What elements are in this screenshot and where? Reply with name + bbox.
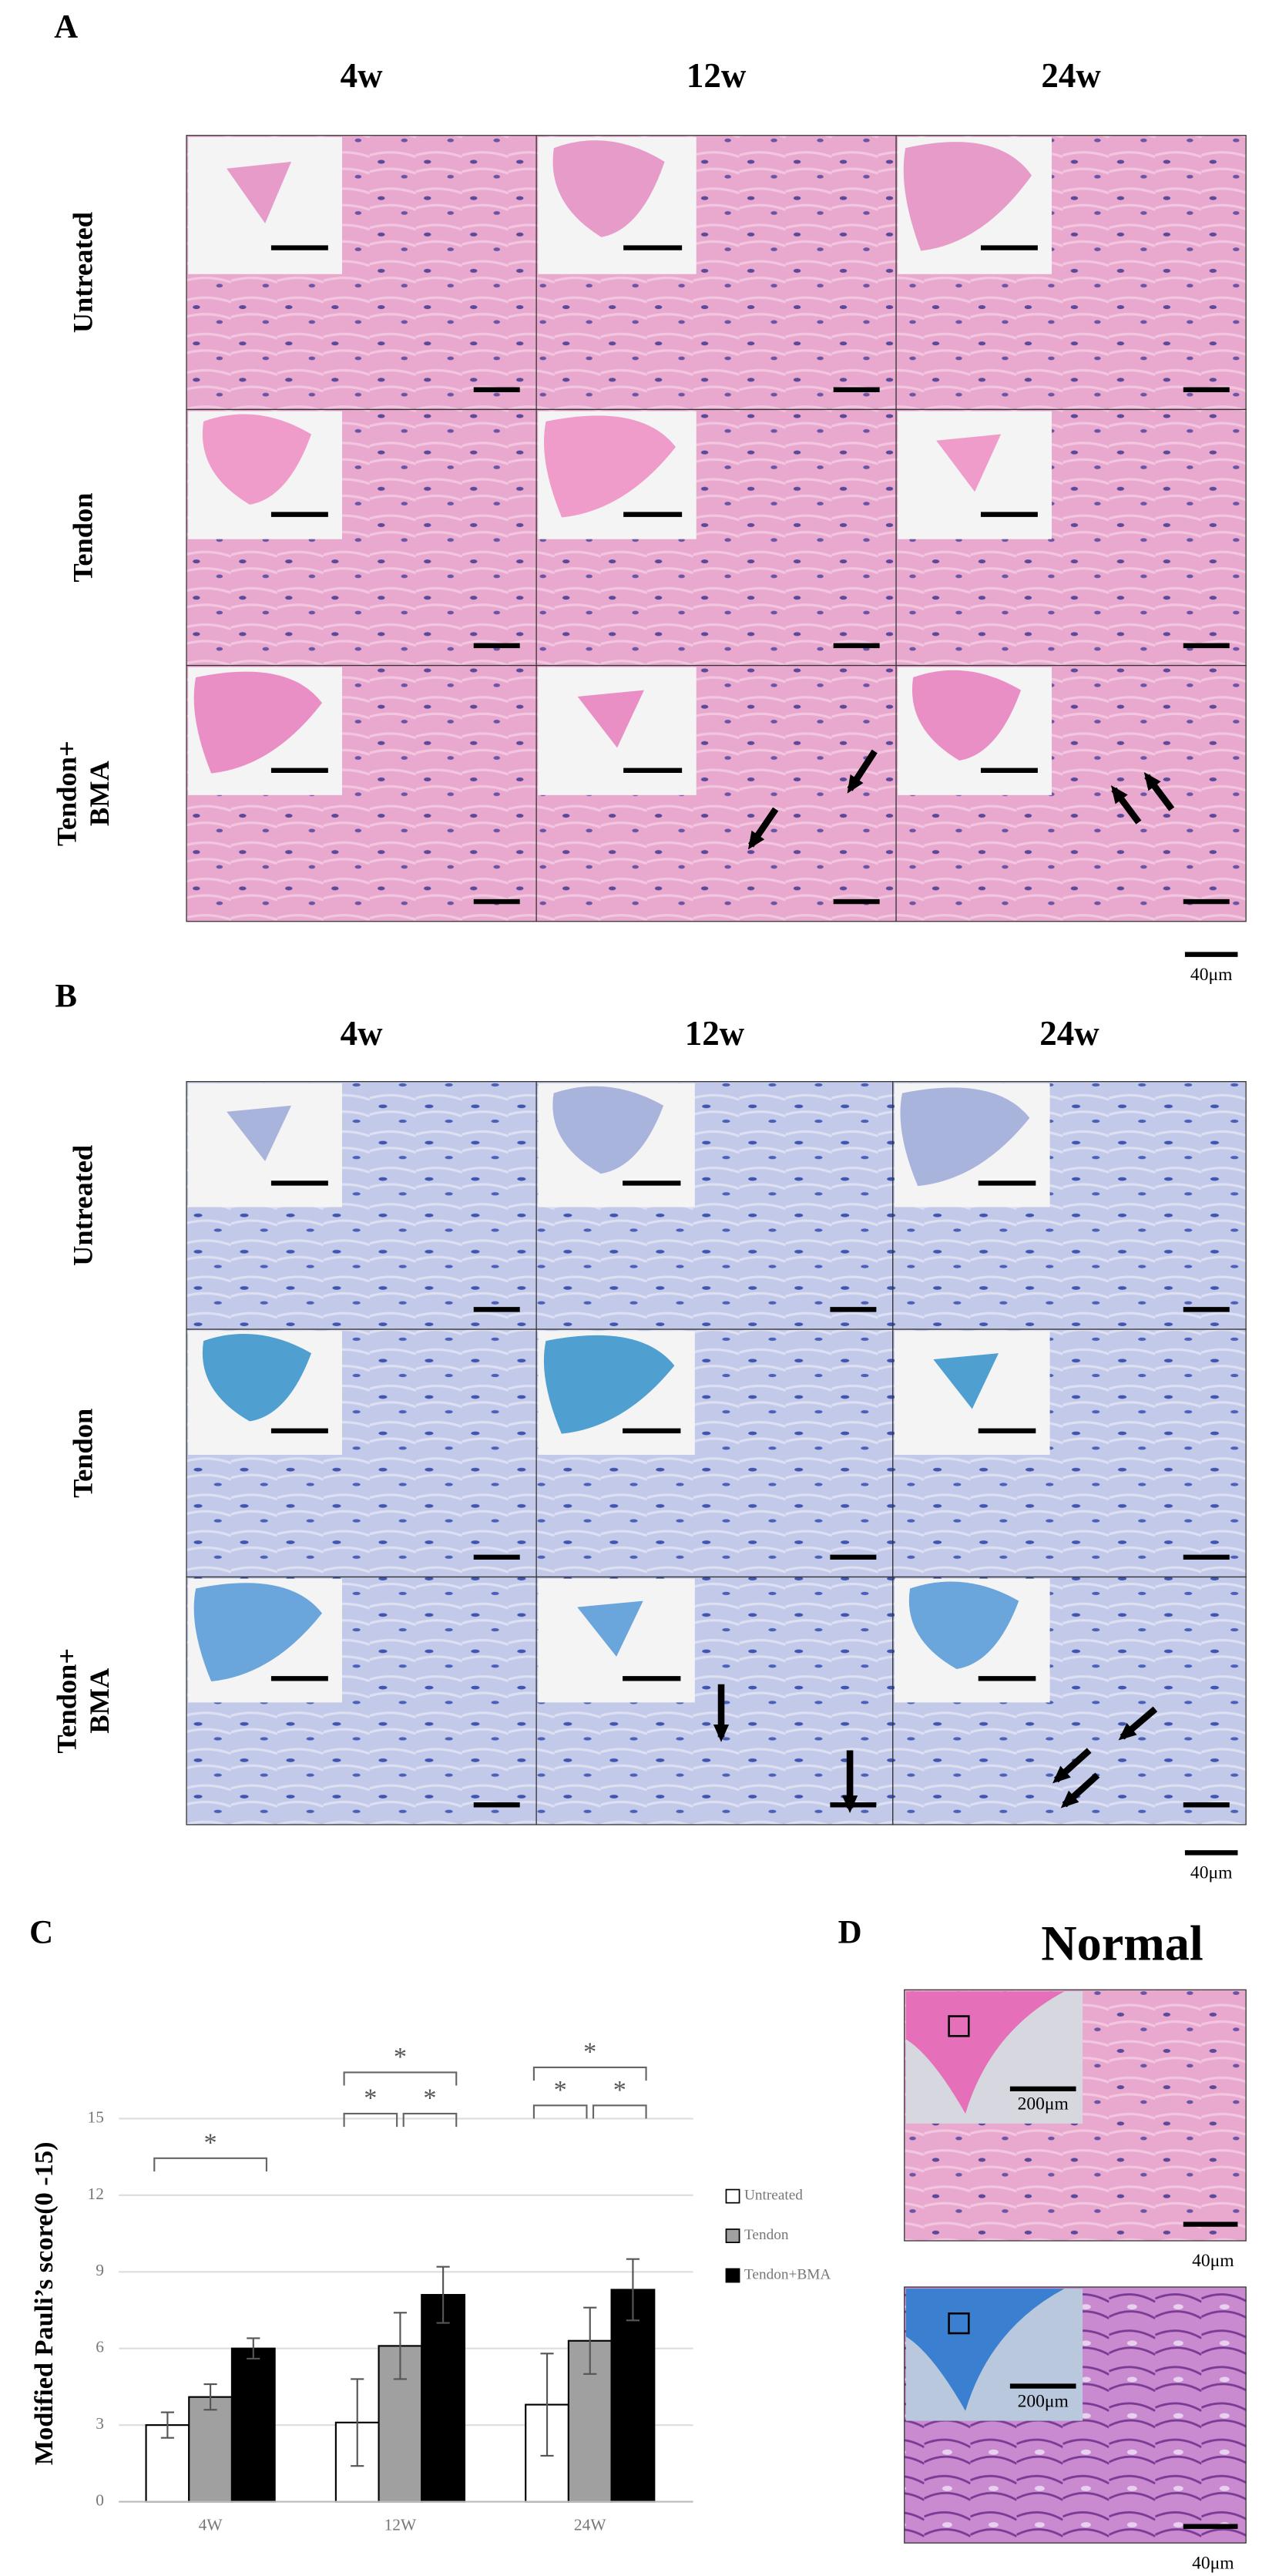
inset-section <box>543 1335 675 1434</box>
inset-section <box>193 671 323 774</box>
inset-section <box>227 161 292 223</box>
legend-label: Tendon+BMA <box>744 2266 831 2282</box>
significance-bracket <box>402 2112 458 2128</box>
arrow-head <box>1110 785 1128 804</box>
row-header: Untreated <box>68 212 99 333</box>
inset-section <box>936 434 1002 492</box>
inset-section <box>202 414 312 505</box>
arrow-head <box>842 1795 858 1813</box>
significance-label: * <box>364 2084 377 2113</box>
row-header: Tendon <box>68 1409 99 1498</box>
row-header: Tendon+ <box>51 1648 82 1754</box>
inset-section <box>193 1583 323 1682</box>
significance-bracket <box>343 2071 458 2086</box>
legend-label: Tendon <box>744 2227 789 2243</box>
x-tick-label: 4W <box>199 2516 223 2534</box>
inset-section <box>900 1087 1030 1187</box>
bar <box>230 2347 276 2503</box>
row-header: Tendon+ <box>51 741 82 846</box>
arrow-head <box>1143 772 1161 791</box>
arrow-head <box>713 1724 730 1742</box>
region-box <box>948 2015 970 2037</box>
legend-swatch <box>725 2188 740 2204</box>
row-header: BMA <box>84 1668 115 1734</box>
panel-letter: D <box>838 1914 862 1950</box>
significance-label: * <box>554 2075 567 2104</box>
panel-letter: A <box>54 8 78 45</box>
inset-section <box>552 1086 664 1174</box>
significance-bracket <box>592 2104 647 2119</box>
significance-label: * <box>394 2042 407 2071</box>
inset-scale-label: 200μm <box>1018 2094 1069 2114</box>
panel-letter: B <box>55 978 77 1014</box>
significance-bracket <box>532 2066 647 2081</box>
panel-title: Normal <box>1041 1916 1203 1970</box>
row-header: BMA <box>84 761 115 827</box>
x-tick-label: 12W <box>384 2516 417 2534</box>
arrow-head <box>1052 1765 1071 1784</box>
y-tick-label: 15 <box>88 2107 104 2126</box>
arrow-head <box>747 830 765 850</box>
column-header: 4w <box>341 1014 383 1053</box>
row-header: Untreated <box>68 1145 99 1266</box>
significance-label: * <box>613 2075 626 2104</box>
significance-label: * <box>423 2084 436 2113</box>
inset-section <box>202 1334 312 1422</box>
y-axis-label: Modified Pauli’s score(0 -15) <box>29 2142 59 2466</box>
y-tick-label: 9 <box>96 2261 104 2279</box>
inset-section <box>227 1105 292 1162</box>
scale-bar-label: 40μm <box>1190 965 1232 985</box>
inset-section <box>905 2289 1065 2411</box>
scale-bar-label: 40μm <box>1192 2251 1234 2271</box>
column-header: 4w <box>341 56 383 95</box>
significance-label: * <box>583 2037 596 2067</box>
significance-label: * <box>204 2128 217 2158</box>
region-box <box>948 2312 970 2335</box>
arrow-head <box>1060 1790 1079 1809</box>
panel-letter: C <box>29 1914 53 1950</box>
significance-bracket <box>153 2157 267 2171</box>
inset-section <box>908 1581 1019 1669</box>
y-tick-label: 12 <box>88 2185 104 2203</box>
column-header: 12w <box>685 1014 745 1053</box>
scale-bar-label: 40μm <box>1192 2553 1234 2573</box>
inset-section <box>933 1353 999 1409</box>
row-header: Tendon <box>68 492 99 582</box>
y-tick-label: 3 <box>96 2414 104 2433</box>
inset-section <box>552 140 665 237</box>
arrow-head <box>847 774 864 794</box>
column-header: 24w <box>1041 56 1101 95</box>
inset-section <box>903 142 1032 251</box>
bar <box>421 2294 466 2503</box>
bar <box>610 2289 656 2503</box>
inset-section <box>905 1991 1065 2114</box>
x-tick-label: 24W <box>574 2516 606 2534</box>
scale-bar-label: 40μm <box>1190 1863 1232 1883</box>
inset-section <box>577 690 644 748</box>
significance-bracket <box>343 2112 398 2128</box>
legend-swatch <box>725 2268 740 2283</box>
y-tick-label: 6 <box>96 2338 104 2356</box>
legend-swatch <box>725 2228 740 2243</box>
legend-label: Untreated <box>744 2188 803 2204</box>
inset-section <box>543 415 676 518</box>
inset-section <box>911 670 1022 761</box>
column-header: 24w <box>1039 1014 1099 1053</box>
arrow-head <box>1118 1723 1137 1741</box>
inset-section <box>577 1600 643 1657</box>
column-header: 12w <box>686 56 747 95</box>
significance-bracket <box>532 2104 588 2119</box>
inset-scale-label: 200μm <box>1018 2391 1069 2411</box>
y-tick-label: 0 <box>96 2490 104 2509</box>
bar <box>188 2396 233 2503</box>
